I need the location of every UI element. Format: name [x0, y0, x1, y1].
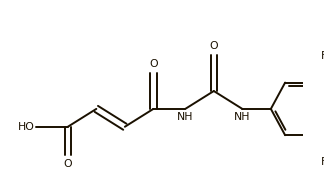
- Text: F: F: [320, 51, 324, 61]
- Text: NH: NH: [177, 112, 193, 122]
- Text: O: O: [210, 41, 218, 51]
- Text: HO: HO: [17, 122, 34, 132]
- Text: O: O: [149, 59, 158, 69]
- Text: NH: NH: [234, 112, 250, 122]
- Text: F: F: [320, 157, 324, 167]
- Text: O: O: [64, 159, 72, 169]
